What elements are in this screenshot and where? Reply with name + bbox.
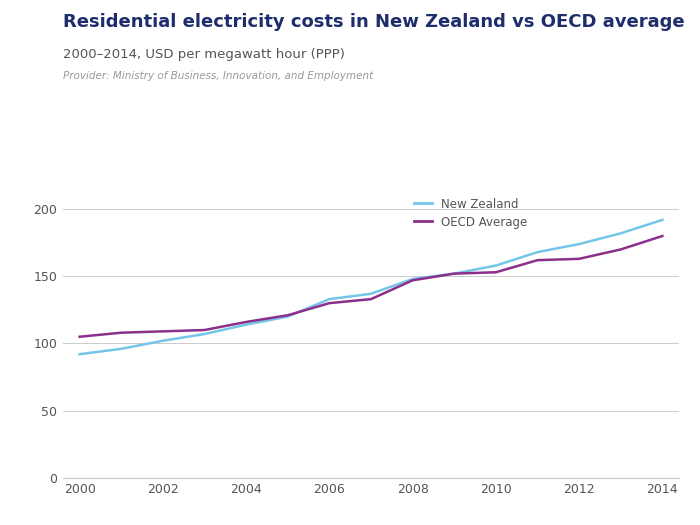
Text: Provider: Ministry of Business, Innovation, and Employment: Provider: Ministry of Business, Innovati… xyxy=(63,71,373,81)
Text: 2000–2014, USD per megawatt hour (PPP): 2000–2014, USD per megawatt hour (PPP) xyxy=(63,48,345,61)
Text: figure.nz: figure.nz xyxy=(582,18,659,33)
Legend: New Zealand, OECD Average: New Zealand, OECD Average xyxy=(414,198,527,228)
Text: Residential electricity costs in New Zealand vs OECD average: Residential electricity costs in New Zea… xyxy=(63,13,685,31)
